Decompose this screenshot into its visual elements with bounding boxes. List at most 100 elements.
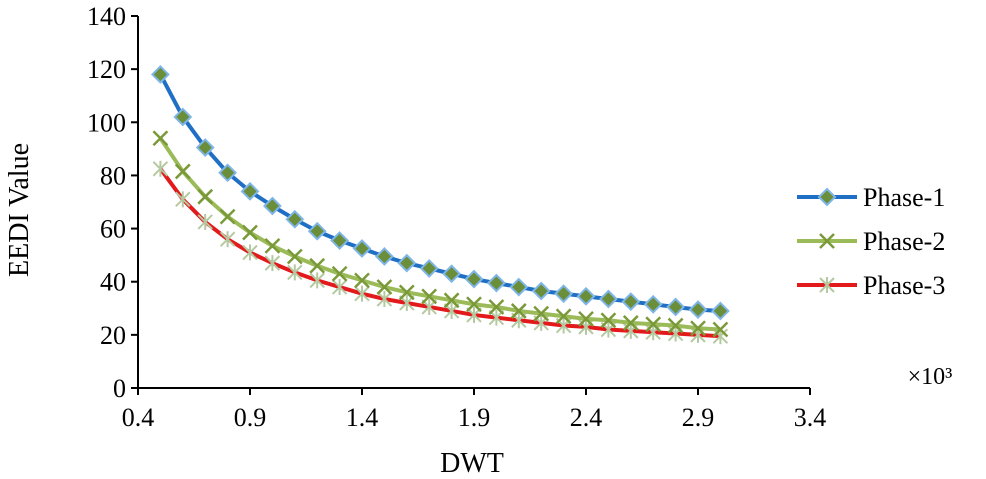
data-point-phase-2 — [578, 311, 594, 327]
data-point-phase-2 — [510, 303, 527, 319]
data-point-phase-3 — [152, 160, 169, 177]
marker-stroke — [555, 308, 572, 325]
y-axis-title: EEDI Value — [4, 143, 35, 277]
x-tick-label: 2.9 — [682, 403, 715, 432]
marker-stroke — [466, 296, 482, 313]
marker-stroke — [443, 292, 460, 309]
data-point-phase-1 — [688, 300, 708, 320]
legend-item-phase-1: Phase-1 — [797, 183, 945, 212]
data-point-phase-2 — [690, 320, 706, 337]
y-tick-label: 60 — [100, 215, 126, 244]
x-tick-label: 2.4 — [570, 403, 603, 432]
data-point-phase-2 — [488, 299, 505, 315]
legend-label: Phase-1 — [863, 183, 945, 212]
data-point-phase-1 — [419, 259, 439, 278]
legend-marker — [819, 277, 835, 293]
marker-stroke — [174, 163, 191, 180]
axes — [137, 16, 810, 389]
data-point-phase-1 — [218, 163, 238, 183]
data-point-phase-2 — [600, 312, 617, 329]
data-point-phase-1 — [643, 294, 663, 314]
data-point-phase-2 — [712, 321, 729, 338]
data-point-phase-3 — [264, 255, 281, 272]
data-point-phase-1 — [330, 231, 350, 250]
marker-stroke — [242, 224, 258, 241]
data-point-phase-2 — [174, 163, 191, 180]
y-tick-label: 100 — [87, 108, 126, 137]
legend-marker — [819, 233, 835, 249]
marker-stroke — [286, 248, 303, 265]
data-point-phase-1 — [710, 301, 730, 321]
marker-stroke — [152, 130, 169, 147]
y-tick-label: 20 — [100, 321, 126, 350]
series-phase-1 — [150, 65, 730, 321]
legend-item-phase-3: Phase-3 — [797, 271, 945, 300]
data-point-phase-3 — [197, 213, 213, 230]
data-point-phase-3 — [309, 272, 325, 289]
data-point-phase-1 — [531, 281, 551, 301]
data-point-phase-1 — [374, 247, 394, 266]
data-point-phase-2 — [219, 208, 236, 225]
data-point-phase-3 — [376, 290, 393, 307]
data-point-phase-1 — [285, 209, 305, 229]
marker-stroke — [690, 320, 706, 337]
data-point-phase-2 — [398, 284, 415, 301]
data-point-phase-1 — [509, 277, 529, 297]
data-point-phase-2 — [466, 296, 482, 313]
legend-label: Phase-3 — [863, 271, 945, 300]
data-point-phase-2 — [443, 292, 460, 309]
x-tick-label: 1.4 — [346, 403, 379, 432]
marker-stroke — [331, 265, 348, 282]
data-point-phase-3 — [354, 285, 370, 302]
data-point-phase-2 — [667, 317, 684, 334]
series-phase-3 — [152, 160, 729, 345]
x-tick-label: 3.4 — [794, 403, 827, 432]
y-tick-label: 120 — [87, 55, 126, 84]
marker-stroke — [398, 284, 415, 301]
data-point-phase-2 — [264, 237, 281, 254]
x-tick-label: 1.9 — [458, 403, 491, 432]
x-tick-label: 0.9 — [234, 403, 267, 432]
marker-stroke — [533, 305, 550, 322]
data-point-phase-3 — [175, 191, 191, 208]
data-point-phase-2 — [421, 288, 438, 305]
marker-stroke — [219, 208, 236, 225]
marker-stroke — [354, 272, 370, 289]
data-point-phase-1 — [240, 181, 260, 201]
marker-stroke — [600, 312, 617, 329]
data-point-phase-2 — [555, 308, 572, 325]
marker-stroke — [578, 311, 594, 327]
data-point-phase-1 — [666, 297, 686, 317]
data-point-phase-2 — [309, 257, 326, 274]
data-point-phase-2 — [286, 248, 303, 265]
data-point-phase-1 — [464, 269, 484, 289]
data-point-phase-1 — [262, 196, 282, 216]
data-point-phase-2 — [152, 130, 169, 147]
marker-stroke — [510, 303, 527, 319]
data-point-phase-1 — [195, 138, 215, 157]
data-point-phase-3 — [331, 279, 348, 296]
legend-label: Phase-2 — [863, 227, 945, 256]
marker-stroke — [197, 188, 214, 205]
x-tick-label: 0.4 — [122, 403, 155, 432]
data-point-phase-2 — [331, 265, 348, 282]
data-point-phase-2 — [354, 272, 370, 289]
y-tick-label: 80 — [100, 161, 126, 190]
data-point-phase-1 — [397, 253, 417, 273]
marker-stroke — [622, 315, 639, 331]
y-tick-label: 40 — [100, 268, 126, 297]
marker-stroke — [667, 317, 684, 334]
y-tick-label: 0 — [113, 374, 126, 403]
data-point-phase-2 — [242, 224, 258, 241]
data-point-phase-1 — [307, 221, 327, 241]
data-point-phase-1 — [576, 286, 596, 306]
marker-stroke — [421, 288, 438, 305]
data-point-phase-1 — [442, 264, 462, 284]
data-point-phase-2 — [645, 316, 662, 333]
marker-stroke — [712, 321, 729, 338]
data-point-phase-3 — [287, 264, 303, 281]
data-point-phase-1 — [621, 292, 641, 312]
data-point-phase-2 — [197, 188, 214, 205]
